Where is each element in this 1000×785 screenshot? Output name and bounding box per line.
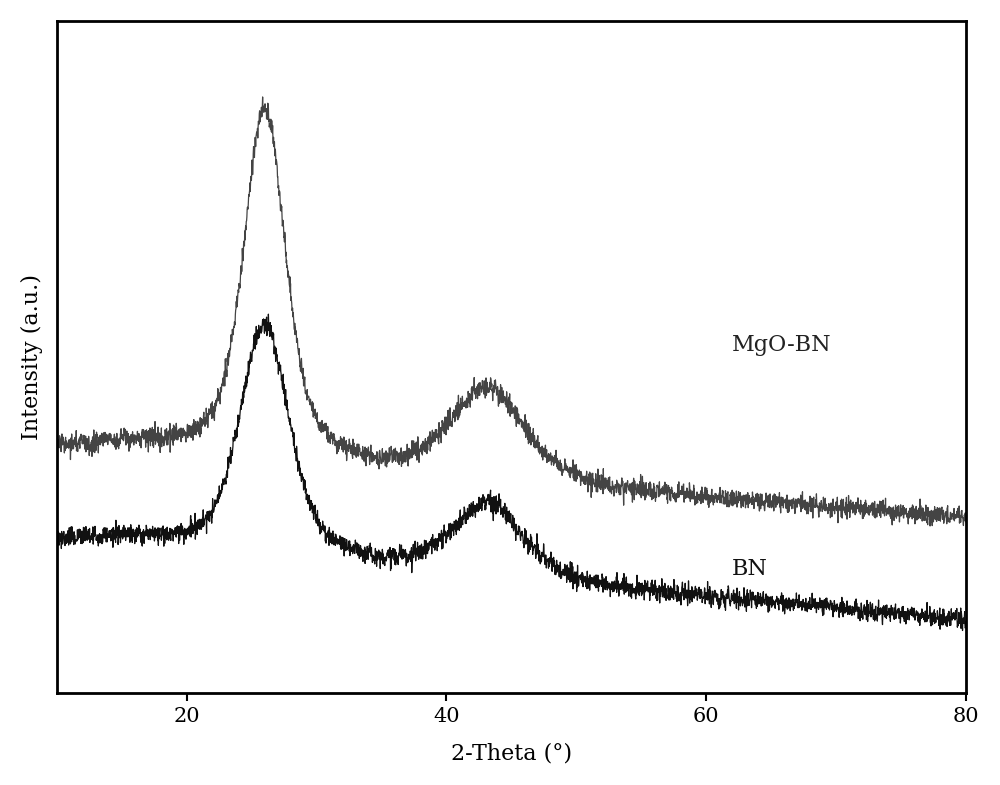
X-axis label: 2-Theta (°): 2-Theta (°) [451,742,572,764]
Y-axis label: Intensity (a.u.): Intensity (a.u.) [21,274,43,440]
Text: MgO-BN: MgO-BN [732,334,832,356]
Text: BN: BN [732,558,768,580]
